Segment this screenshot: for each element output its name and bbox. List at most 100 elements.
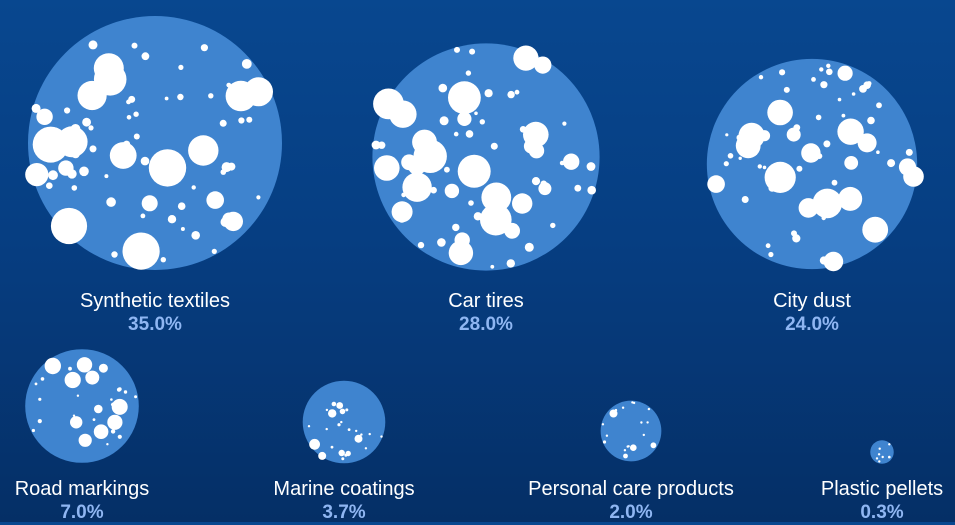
particle-dot [723, 161, 729, 167]
particle-dot [819, 256, 829, 265]
particle-dot [468, 200, 474, 206]
particle-dot [219, 119, 227, 127]
particle-dot [587, 185, 596, 195]
particle-dot [783, 86, 790, 93]
particle-dot [826, 63, 831, 68]
particle-dot [360, 433, 363, 436]
particle-dot [79, 166, 89, 177]
particle-dot [246, 116, 253, 123]
particle-dot [480, 203, 512, 236]
particle-dot [48, 170, 58, 181]
particle-dot [506, 259, 515, 268]
value-label: 28.0% [459, 314, 513, 335]
category-label: Marine coatings [273, 478, 415, 500]
particle-dot [481, 182, 512, 213]
particle-dot [736, 134, 743, 141]
particle-dot [738, 156, 742, 160]
bubble-synthetic-textiles [25, 16, 282, 270]
particle-dot [177, 93, 184, 101]
particle-dot [738, 122, 765, 149]
particle-dot [225, 80, 257, 112]
particle-dot [457, 154, 491, 188]
particle-dot [98, 363, 108, 373]
particle-dot [623, 449, 627, 452]
particle-dot [133, 111, 139, 117]
particle-dot [44, 357, 61, 375]
particle-dot [626, 445, 629, 448]
particle-dot [862, 216, 889, 243]
particle-dot [534, 56, 552, 74]
bubble-personal-care-products [600, 400, 662, 462]
particle-dot [494, 220, 500, 226]
particle-dot [507, 90, 515, 99]
particle-dot [339, 408, 346, 415]
particle-dot [523, 121, 549, 148]
particle-dot [208, 93, 214, 99]
particle-dot [355, 429, 358, 433]
particle-dot [623, 453, 628, 459]
particle-dot [85, 370, 100, 385]
particle-dot [37, 419, 42, 424]
particle-dot [574, 184, 582, 192]
particle-dot [106, 197, 116, 207]
particle-dot [191, 185, 196, 190]
particle-dot [140, 156, 150, 166]
particle-dot [454, 46, 460, 53]
particle-dot [164, 96, 169, 101]
particle-dot [430, 186, 437, 194]
value-label: 0.3% [860, 502, 904, 523]
particle-dot [139, 261, 146, 267]
label-marine-coatings: Marine coatings 3.7% [273, 477, 414, 525]
category-label: Personal care products [528, 478, 734, 500]
particle-dot [88, 40, 98, 50]
particle-dot [328, 409, 337, 418]
bubble-circle [600, 400, 662, 462]
value-label: 3.7% [322, 502, 366, 523]
particle-dot [46, 182, 53, 189]
particle-dot [823, 251, 844, 272]
particle-dot [609, 409, 618, 418]
particle-dot [311, 441, 315, 445]
particle-dot [837, 65, 853, 81]
particle-dot [601, 423, 605, 426]
particle-dot [793, 124, 801, 131]
particle-dot [888, 443, 891, 446]
particle-dot [402, 172, 432, 202]
particle-dot [881, 455, 884, 459]
particle-dot [364, 447, 368, 450]
particle-dot [605, 434, 609, 437]
particle-dot [164, 162, 169, 166]
particle-dot [89, 145, 97, 153]
particle-dot [562, 121, 567, 126]
particle-dot [630, 444, 637, 452]
label-synthetic-textiles: Synthetic textiles 35.0% [80, 289, 230, 337]
particle-dot [331, 401, 337, 407]
particle-dot [857, 133, 877, 153]
particle-dot [374, 155, 400, 181]
particle-dot [474, 111, 478, 116]
particle-dot [867, 116, 875, 125]
particle-dot [490, 142, 498, 150]
label-car-tires: Car tires 28.0% [448, 289, 524, 337]
particle-dot [140, 213, 146, 219]
particle-dot [758, 75, 764, 80]
particle-dot [318, 451, 327, 460]
particle-dot [837, 97, 842, 102]
particle-dot [621, 406, 625, 409]
particle-dot [563, 153, 580, 170]
particle-dot [741, 196, 749, 203]
particle-dot [888, 455, 891, 459]
particle-dot [94, 404, 103, 414]
particle-dot [368, 432, 371, 436]
particle-dot [82, 117, 91, 127]
particle-dot [650, 442, 657, 449]
particle-dot [76, 357, 93, 373]
particle-dot [448, 240, 474, 266]
particle-dot [877, 453, 881, 456]
particle-dot [786, 127, 801, 142]
particle-dot [40, 377, 45, 381]
particle-dot [76, 394, 80, 397]
category-label: City dust [773, 290, 851, 312]
label-personal-care-products: Personal care products 2.0% [528, 477, 734, 525]
bubble-plastic-pellets [870, 440, 894, 464]
